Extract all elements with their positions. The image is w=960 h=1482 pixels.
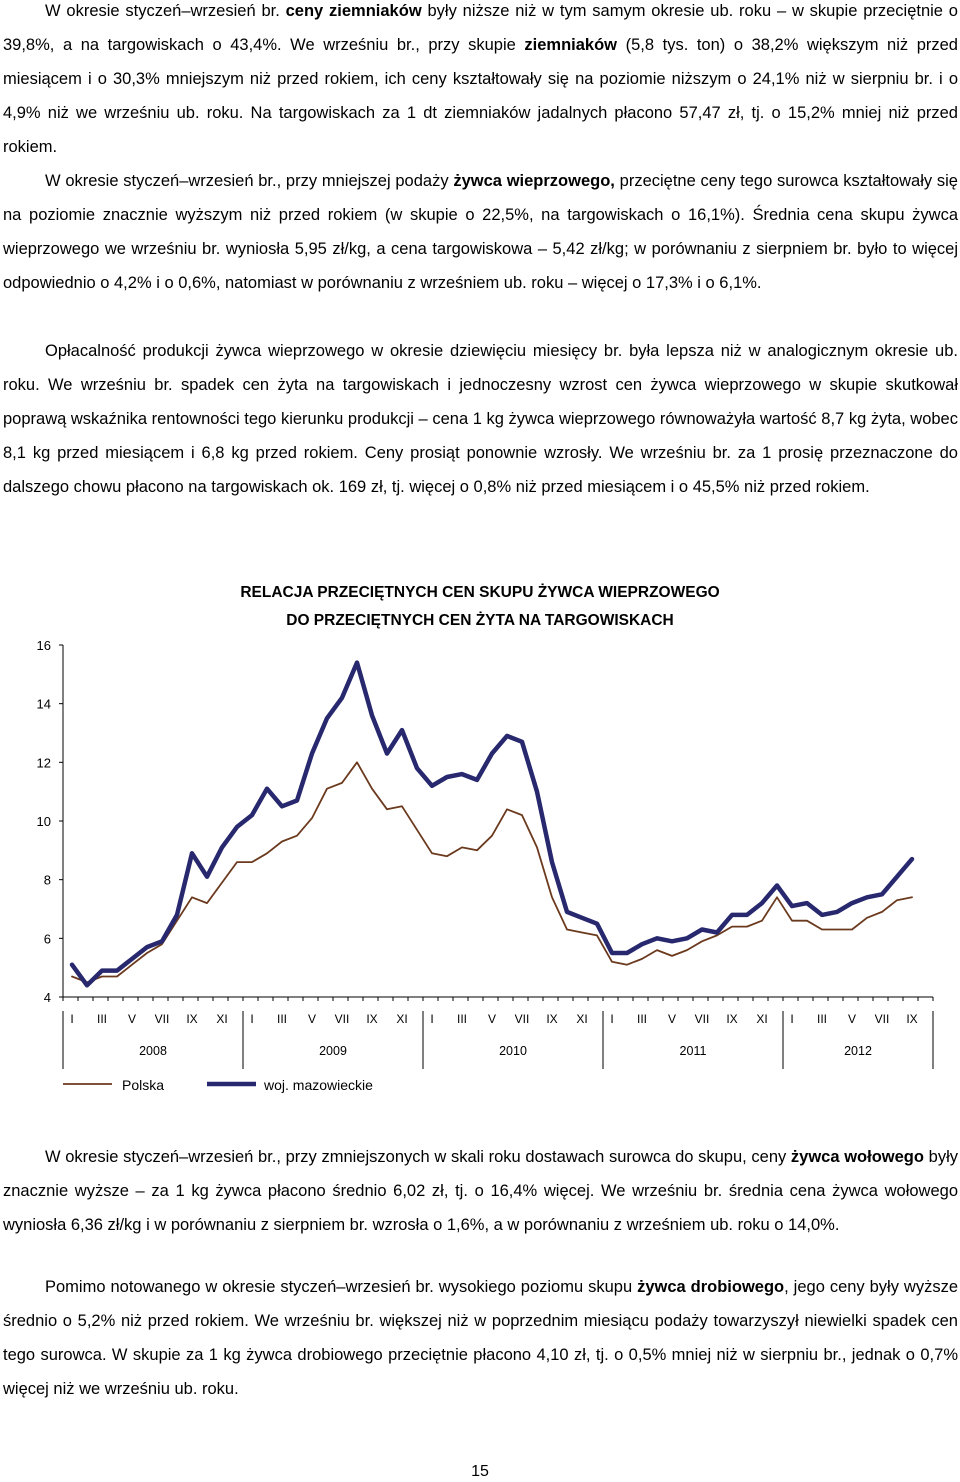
text-run: , przy mniejszej podaży — [276, 172, 454, 190]
text-run-bold: ceny ziemniaków — [285, 2, 422, 20]
text-run: były znacznie wyższe – za 1 kg żywca pła… — [3, 1148, 958, 1234]
x-tick-label: V — [128, 1012, 136, 1026]
x-tick-label: IX — [186, 1012, 197, 1026]
text-run: W okresie styczeń–wrzesień br., przy zmn… — [45, 1148, 791, 1166]
text-run-bold: żywca wieprzowego, — [453, 172, 615, 190]
x-tick-label: XI — [576, 1012, 587, 1026]
x-tick-label: IX — [726, 1012, 737, 1026]
x-tick-label: I — [610, 1012, 613, 1026]
paragraph-poultry-prices: Pomimo notowanego w okresie styczeń–wrze… — [3, 1270, 958, 1406]
text-run: Pomimo notowanego w okresie styczeń–wrze… — [45, 1278, 638, 1296]
pork-rye-ratio-chart: RELACJA PRZECIĘTNYCH CEN SKUPU ŻYWCA WIE… — [37, 584, 934, 1093]
year-label: 2008 — [139, 1044, 167, 1058]
x-tick-label: IX — [906, 1012, 917, 1026]
paragraph-pork-prices: W okresie styczeń–wrzesień br., przy mni… — [3, 164, 958, 300]
x-tick-label: XI — [396, 1012, 407, 1026]
text-run-bold: żywca wołowego — [790, 1148, 924, 1166]
y-tick-label: 14 — [37, 697, 51, 712]
x-tick-label: V — [668, 1012, 676, 1026]
text-run-bold: ziemniaków — [524, 36, 618, 54]
legend-label-polska: Polska — [122, 1077, 164, 1093]
text-run: były niższe niż w tym samym okresie ub. … — [3, 2, 958, 54]
x-tick-label: VII — [155, 1012, 170, 1026]
x-tick-label: III — [457, 1012, 467, 1026]
x-tick-label: VII — [515, 1012, 530, 1026]
x-tick-label: VII — [335, 1012, 350, 1026]
paragraph-profitability: Opłacalność produkcji żywca wieprzowego … — [3, 342, 958, 496]
paragraph-beef-prices: W okresie styczeń–wrzesień br., przy zmn… — [3, 1140, 958, 1242]
legend: Polska woj. mazowieckie — [63, 1077, 373, 1093]
y-axis: 4 6 8 10 12 14 16 — [37, 638, 64, 1005]
year-label: 2010 — [499, 1044, 527, 1058]
year-label: 2012 — [844, 1044, 872, 1058]
x-tick-label: V — [488, 1012, 496, 1026]
x-tick-label: VII — [695, 1012, 710, 1026]
series-lines — [69, 660, 915, 988]
x-tick-label: III — [277, 1012, 287, 1026]
x-tick-label: III — [817, 1012, 827, 1026]
x-tick-label: V — [848, 1012, 856, 1026]
y-tick-label: 12 — [37, 755, 51, 770]
text-run: (5,8 tys. ton) o 38,2% większym niż prze… — [3, 36, 958, 156]
text-run-bold: żywca drobiowego — [637, 1278, 785, 1296]
x-tick-label: I — [430, 1012, 433, 1026]
text-run: , jego ceny były wyższe średnio o 5,2% n… — [3, 1278, 959, 1398]
y-tick-label: 4 — [44, 990, 51, 1005]
x-tick-label: III — [637, 1012, 647, 1026]
series-line-polska — [71, 761, 913, 984]
text-run: przeciętne ceny tego surowca kształtował… — [3, 172, 958, 292]
chart-title-line1: RELACJA PRZECIĘTNYCH CEN SKUPU ŻYWCA WIE… — [240, 584, 719, 601]
x-tick-label: XI — [216, 1012, 227, 1026]
x-tick-label: IX — [546, 1012, 557, 1026]
page-number: 15 — [471, 1463, 489, 1480]
x-tick-label: IX — [366, 1012, 377, 1026]
x-tick-label: VII — [875, 1012, 890, 1026]
x-axis: I III V VII IX XI I III V VII IX XI I III V VII IX XI I III… — [62, 996, 934, 1069]
x-tick-label: V — [308, 1012, 316, 1026]
chart-title-line2: DO PRZECIĘTNYCH CEN ŻYTA NA TARGOWISKACH — [286, 612, 674, 629]
legend-label-mazowieckie: woj. mazowieckie — [263, 1077, 373, 1093]
x-tick-label: III — [97, 1012, 107, 1026]
text-run: W okresie styczeń–wrzesień br. — [45, 172, 277, 190]
x-tick-label: XI — [756, 1012, 767, 1026]
year-label: 2009 — [319, 1044, 347, 1058]
year-label: 2011 — [680, 1044, 707, 1058]
series-line-mazowieckie — [69, 660, 915, 988]
x-tick-label: I — [250, 1012, 253, 1026]
y-tick-label: 6 — [44, 931, 51, 946]
paragraph-potato-prices: W okresie styczeń–wrzesień br. ceny ziem… — [3, 0, 958, 164]
y-tick-label: 16 — [37, 638, 51, 653]
y-tick-label: 8 — [44, 873, 51, 888]
x-tick-label: I — [790, 1012, 793, 1026]
y-tick-label: 10 — [37, 814, 51, 829]
text-run: W okresie styczeń–wrzesień br. — [45, 2, 286, 20]
x-tick-label: I — [70, 1012, 73, 1026]
